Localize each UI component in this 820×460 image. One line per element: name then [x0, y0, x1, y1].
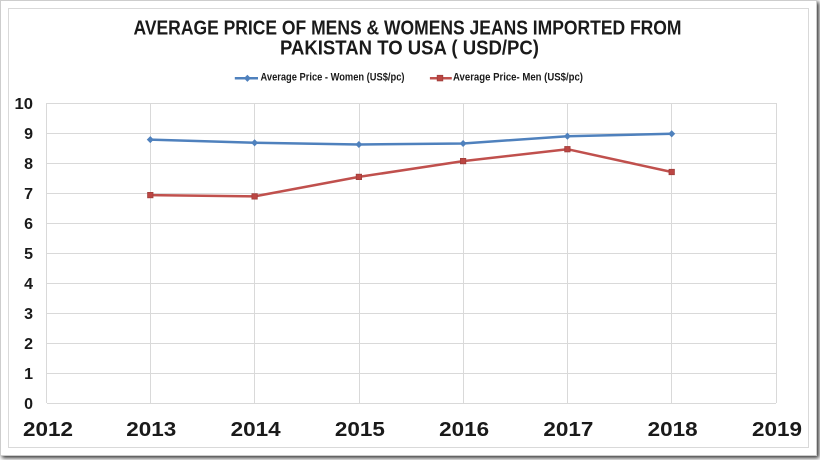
svg-text:2019: 2019	[752, 419, 802, 441]
svg-text:1: 1	[24, 366, 33, 383]
svg-text:Average Price- Men (US$/pc): Average Price- Men (US$/pc)	[453, 72, 583, 84]
svg-text:2016: 2016	[439, 419, 489, 441]
svg-text:10: 10	[15, 96, 34, 113]
svg-text:6: 6	[24, 216, 33, 233]
svg-text:2017: 2017	[543, 419, 593, 441]
svg-text:AVERAGE PRICE OF MENS & WOMENS: AVERAGE PRICE OF MENS & WOMENS JEANS IMP…	[134, 18, 682, 40]
svg-text:Average Price - Women (US$/pc): Average Price - Women (US$/pc)	[261, 72, 405, 84]
svg-text:4: 4	[24, 276, 33, 293]
svg-text:PAKISTAN TO USA ( USD/PC): PAKISTAN TO USA ( USD/PC)	[280, 37, 539, 59]
svg-text:0: 0	[24, 396, 33, 413]
svg-text:7: 7	[24, 186, 33, 203]
svg-text:9: 9	[24, 126, 33, 143]
svg-text:2: 2	[24, 336, 33, 353]
svg-text:2012: 2012	[23, 419, 73, 441]
svg-text:2014: 2014	[231, 419, 282, 441]
svg-text:2013: 2013	[126, 419, 176, 441]
svg-text:8: 8	[24, 156, 33, 173]
svg-text:2018: 2018	[648, 419, 698, 441]
svg-text:5: 5	[24, 246, 33, 263]
svg-text:2015: 2015	[335, 419, 385, 441]
svg-text:3: 3	[24, 306, 33, 323]
